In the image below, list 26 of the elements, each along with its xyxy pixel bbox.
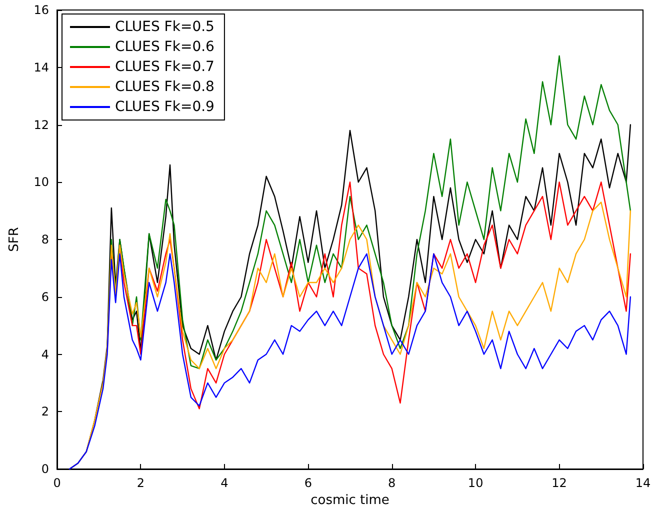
y-tick-label: 14 xyxy=(34,60,49,74)
legend-label: CLUES Fk=0.5 xyxy=(115,19,214,35)
legend-label: CLUES Fk=0.6 xyxy=(115,39,215,55)
x-tick-label: 14 xyxy=(635,476,651,490)
line-series xyxy=(106,55,632,370)
line-series xyxy=(68,253,632,470)
legend-label: CLUES Fk=0.9 xyxy=(115,99,214,115)
x-tick-label: 12 xyxy=(552,476,567,490)
y-tick-label: 16 xyxy=(34,3,49,17)
x-tick-label: 2 xyxy=(136,476,145,490)
y-tick-label: 6 xyxy=(41,290,49,304)
y-tick-label: 8 xyxy=(41,232,49,246)
y-tick-label: 12 xyxy=(34,118,49,132)
x-tick-label: 0 xyxy=(53,476,61,490)
y-tick-label: 4 xyxy=(41,347,49,362)
y-tick-label: 10 xyxy=(34,175,49,190)
y-tick-label: 0 xyxy=(41,462,49,476)
x-tick-label: 4 xyxy=(220,476,228,490)
y-axis-title: SFR xyxy=(7,227,22,252)
x-tick-label: 8 xyxy=(388,476,396,490)
y-tick-label: 2 xyxy=(41,404,49,419)
x-tick-label: 10 xyxy=(468,476,484,490)
x-axis-title: cosmic time xyxy=(310,492,390,508)
x-tick-label: 6 xyxy=(304,476,312,490)
legend-label: CLUES Fk=0.8 xyxy=(115,79,214,95)
legend-label: CLUES Fk=0.7 xyxy=(115,59,214,75)
